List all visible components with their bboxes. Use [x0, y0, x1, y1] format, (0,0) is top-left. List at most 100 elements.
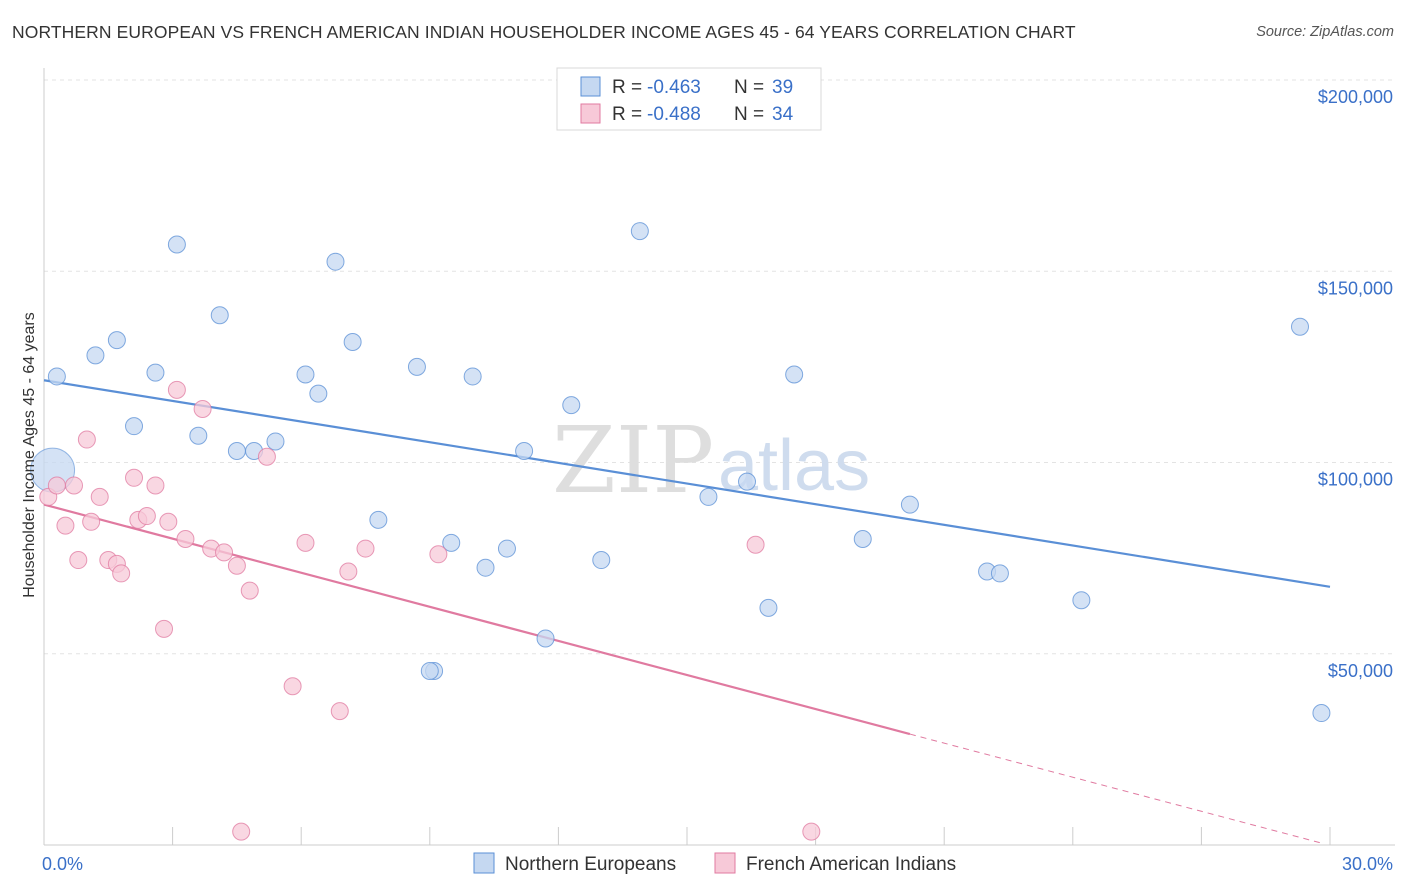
legend-n-label-2: N =: [734, 104, 764, 125]
point-series-0-27: [630, 222, 649, 241]
watermark-atlas: atlas: [718, 426, 870, 506]
point-series-1-19: [193, 399, 212, 418]
point-series-1-4: [69, 551, 88, 570]
point-series-0-21: [476, 558, 495, 577]
legend-n-value-2: 34: [772, 104, 794, 125]
point-series-0-14: [343, 333, 362, 352]
point-series-1-15: [155, 619, 174, 638]
point-series-1-1: [47, 476, 66, 495]
point-series-0-33: [900, 495, 919, 514]
point-series-0-5: [167, 235, 186, 254]
y-tick-label-2: $150,000: [1318, 278, 1393, 298]
point-series-0-23: [515, 442, 534, 461]
point-series-0-36: [1072, 591, 1091, 610]
point-series-0-25: [562, 396, 581, 415]
point-series-0-35: [990, 564, 1009, 583]
legend-n-label-1: N =: [734, 77, 764, 98]
source-label: Source: ZipAtlas.com: [1256, 24, 1394, 40]
point-series-0-15: [369, 510, 388, 529]
point-series-1-5: [77, 430, 96, 449]
point-series-0-19: [442, 533, 461, 552]
legend-swatch-northern-europeans: [580, 76, 601, 97]
point-series-0-3: [125, 417, 144, 436]
trend-line-series-1: [43, 503, 911, 736]
y-tick-label-0: $50,000: [1328, 661, 1393, 681]
point-series-1-3: [65, 476, 84, 495]
point-series-1-14: [146, 476, 165, 495]
point-series-1-17: [167, 380, 186, 399]
point-series-1-30: [429, 545, 448, 564]
point-series-0-2: [107, 331, 126, 350]
point-series-0-0: [47, 367, 66, 386]
point-series-0-7: [210, 306, 229, 325]
point-series-0-1: [86, 346, 105, 365]
trend-line-extension-series-1: [909, 733, 1322, 844]
point-series-0-37: [1290, 317, 1309, 336]
point-series-1-29: [356, 539, 375, 558]
data-points: [30, 222, 1331, 841]
legend-swatch-french-american-indians: [580, 103, 601, 124]
legend-n-value-1: 39: [772, 77, 793, 98]
point-series-0-22: [497, 539, 516, 558]
point-series-0-6: [189, 426, 208, 445]
point-series-0-8: [227, 442, 246, 461]
bottom-legend-french-american-indians: French American Indians: [746, 854, 956, 875]
point-series-0-12: [309, 384, 328, 403]
y-axis-label: Householder Income Ages 45 - 64 years: [21, 312, 38, 598]
x-tick-label-max: 30.0%: [1342, 854, 1393, 874]
bottom-legend-northern-europeans: Northern Europeans: [505, 854, 676, 875]
point-series-1-28: [339, 562, 358, 581]
point-series-0-20: [463, 367, 482, 386]
point-series-1-23: [240, 581, 259, 600]
grid-lines: [44, 79, 1395, 655]
point-series-0-31: [785, 365, 804, 384]
point-series-1-7: [90, 487, 109, 506]
point-series-1-24: [257, 447, 276, 466]
legend-r-label-1: R =: [612, 77, 642, 98]
bottom-legend-swatch-french-american-indians: [714, 852, 736, 874]
point-series-1-25: [283, 677, 302, 696]
point-series-1-21: [215, 543, 234, 562]
chart-title: NORTHERN EUROPEAN VS FRENCH AMERICAN IND…: [12, 22, 1076, 42]
point-series-0-28: [699, 487, 718, 506]
point-series-0-16: [407, 357, 426, 376]
point-series-0-26: [592, 551, 611, 570]
point-series-1-2: [56, 516, 75, 535]
point-series-0-38: [1312, 704, 1331, 723]
bottom-legend: Northern Europeans French American India…: [473, 852, 956, 875]
y-tick-labels: $50,000 $100,000 $150,000 $200,000: [1318, 87, 1393, 681]
point-series-0-10: [266, 432, 285, 451]
point-series-1-31: [746, 535, 765, 554]
point-series-0-29: [738, 472, 757, 491]
y-tick-label-3: $200,000: [1318, 87, 1393, 107]
point-series-0-18: [420, 661, 439, 680]
point-series-1-6: [82, 512, 101, 531]
series-0: [30, 222, 1331, 723]
point-series-0-4: [146, 363, 165, 382]
point-series-0-11: [296, 365, 315, 384]
point-series-1-13: [137, 507, 156, 526]
point-series-1-32: [232, 822, 251, 841]
stats-legend: R = -0.463 N = 39 R = -0.488 N = 34: [556, 67, 822, 131]
legend-r-label-2: R =: [612, 104, 642, 125]
point-series-1-22: [227, 556, 246, 575]
point-series-1-18: [176, 530, 195, 548]
point-series-1-11: [125, 468, 144, 487]
legend-r-value-1: -0.463: [647, 77, 701, 98]
legend-r-value-2: -0.488: [647, 104, 701, 125]
x-tick-label-min: 0.0%: [42, 854, 83, 874]
point-series-0-24: [536, 629, 555, 648]
point-series-0-30: [759, 598, 778, 617]
point-series-1-27: [330, 702, 349, 721]
x-tick-labels: 0.0% 30.0%: [42, 854, 1393, 874]
series-1: [39, 380, 821, 841]
point-series-1-26: [296, 533, 315, 552]
watermark-zip: ZIP: [552, 407, 714, 514]
point-series-0-32: [853, 530, 872, 548]
point-series-1-10: [112, 564, 131, 583]
point-series-1-33: [802, 822, 821, 841]
point-series-1-16: [159, 512, 178, 531]
trend-line-series-0: [43, 379, 1331, 588]
point-series-0-13: [326, 252, 345, 271]
